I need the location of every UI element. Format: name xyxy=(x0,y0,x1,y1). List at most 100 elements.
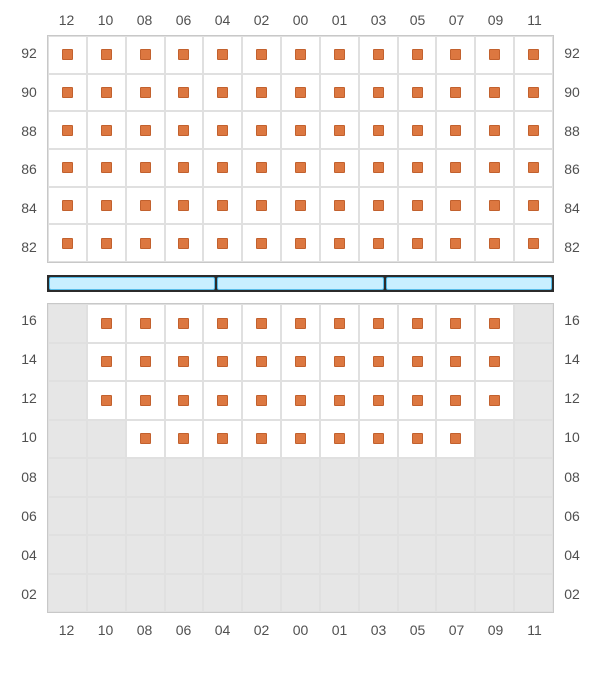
seat-cell[interactable] xyxy=(475,111,514,149)
seat-cell[interactable] xyxy=(359,420,398,459)
seat-cell[interactable] xyxy=(242,420,281,459)
seat-cell[interactable] xyxy=(87,381,126,420)
seat-cell[interactable] xyxy=(320,343,359,382)
seat-cell[interactable] xyxy=(87,187,126,225)
seat-cell[interactable] xyxy=(165,149,204,187)
seat-cell[interactable] xyxy=(126,74,165,112)
seat-cell[interactable] xyxy=(475,224,514,262)
seat-cell[interactable] xyxy=(165,381,204,420)
seat-cell[interactable] xyxy=(475,343,514,382)
seat-cell[interactable] xyxy=(514,224,553,262)
seat-cell[interactable] xyxy=(320,224,359,262)
seat-cell[interactable] xyxy=(359,36,398,74)
seat-cell[interactable] xyxy=(165,111,204,149)
seat-cell[interactable] xyxy=(126,224,165,262)
seat-cell[interactable] xyxy=(126,36,165,74)
seat-cell[interactable] xyxy=(281,304,320,343)
seat-cell[interactable] xyxy=(165,343,204,382)
seat-cell[interactable] xyxy=(398,224,437,262)
seat-cell[interactable] xyxy=(126,187,165,225)
seat-cell[interactable] xyxy=(48,187,87,225)
seat-cell[interactable] xyxy=(203,111,242,149)
seat-cell[interactable] xyxy=(203,304,242,343)
seat-cell[interactable] xyxy=(281,381,320,420)
seat-cell[interactable] xyxy=(126,304,165,343)
seat-cell[interactable] xyxy=(475,149,514,187)
seat-cell[interactable] xyxy=(87,36,126,74)
seat-cell[interactable] xyxy=(359,74,398,112)
seat-cell[interactable] xyxy=(320,36,359,74)
seat-cell[interactable] xyxy=(320,187,359,225)
seat-cell[interactable] xyxy=(126,381,165,420)
seat-cell[interactable] xyxy=(281,111,320,149)
seat-cell[interactable] xyxy=(475,304,514,343)
seat-cell[interactable] xyxy=(436,187,475,225)
seat-cell[interactable] xyxy=(242,74,281,112)
seat-cell[interactable] xyxy=(320,420,359,459)
seat-cell[interactable] xyxy=(242,36,281,74)
seat-cell[interactable] xyxy=(126,343,165,382)
seat-cell[interactable] xyxy=(359,343,398,382)
seat-cell[interactable] xyxy=(359,149,398,187)
seat-cell[interactable] xyxy=(514,36,553,74)
seat-cell[interactable] xyxy=(242,381,281,420)
seat-cell[interactable] xyxy=(242,149,281,187)
seat-cell[interactable] xyxy=(165,74,204,112)
seat-cell[interactable] xyxy=(126,111,165,149)
seat-cell[interactable] xyxy=(398,381,437,420)
seat-cell[interactable] xyxy=(398,111,437,149)
seat-cell[interactable] xyxy=(165,420,204,459)
seat-cell[interactable] xyxy=(398,187,437,225)
seat-cell[interactable] xyxy=(320,149,359,187)
seat-cell[interactable] xyxy=(320,304,359,343)
seat-cell[interactable] xyxy=(281,74,320,112)
seat-cell[interactable] xyxy=(436,343,475,382)
seat-cell[interactable] xyxy=(242,111,281,149)
seat-cell[interactable] xyxy=(436,111,475,149)
seat-cell[interactable] xyxy=(203,420,242,459)
seat-cell[interactable] xyxy=(48,36,87,74)
seat-cell[interactable] xyxy=(281,343,320,382)
seat-cell[interactable] xyxy=(475,187,514,225)
seat-cell[interactable] xyxy=(514,149,553,187)
seat-cell[interactable] xyxy=(359,187,398,225)
seat-cell[interactable] xyxy=(165,224,204,262)
seat-cell[interactable] xyxy=(514,74,553,112)
seat-cell[interactable] xyxy=(359,224,398,262)
seat-cell[interactable] xyxy=(514,111,553,149)
seat-cell[interactable] xyxy=(436,149,475,187)
seat-cell[interactable] xyxy=(87,74,126,112)
seat-cell[interactable] xyxy=(475,381,514,420)
seat-cell[interactable] xyxy=(203,381,242,420)
seat-cell[interactable] xyxy=(48,111,87,149)
seat-cell[interactable] xyxy=(436,74,475,112)
seat-cell[interactable] xyxy=(87,149,126,187)
seat-cell[interactable] xyxy=(242,304,281,343)
seat-cell[interactable] xyxy=(359,381,398,420)
seat-cell[interactable] xyxy=(281,420,320,459)
seat-cell[interactable] xyxy=(281,224,320,262)
seat-cell[interactable] xyxy=(203,149,242,187)
seat-cell[interactable] xyxy=(87,224,126,262)
seat-cell[interactable] xyxy=(359,304,398,343)
seat-cell[interactable] xyxy=(203,74,242,112)
seat-cell[interactable] xyxy=(281,36,320,74)
seat-cell[interactable] xyxy=(436,304,475,343)
seat-cell[interactable] xyxy=(165,304,204,343)
seat-cell[interactable] xyxy=(87,343,126,382)
seat-cell[interactable] xyxy=(203,224,242,262)
seat-cell[interactable] xyxy=(203,343,242,382)
seat-cell[interactable] xyxy=(242,187,281,225)
seat-cell[interactable] xyxy=(281,149,320,187)
seat-cell[interactable] xyxy=(475,74,514,112)
seat-cell[interactable] xyxy=(165,36,204,74)
seat-cell[interactable] xyxy=(48,224,87,262)
seat-cell[interactable] xyxy=(398,343,437,382)
seat-cell[interactable] xyxy=(48,149,87,187)
seat-cell[interactable] xyxy=(281,187,320,225)
seat-cell[interactable] xyxy=(242,224,281,262)
seat-cell[interactable] xyxy=(126,149,165,187)
seat-cell[interactable] xyxy=(87,111,126,149)
seat-cell[interactable] xyxy=(48,74,87,112)
seat-cell[interactable] xyxy=(203,187,242,225)
